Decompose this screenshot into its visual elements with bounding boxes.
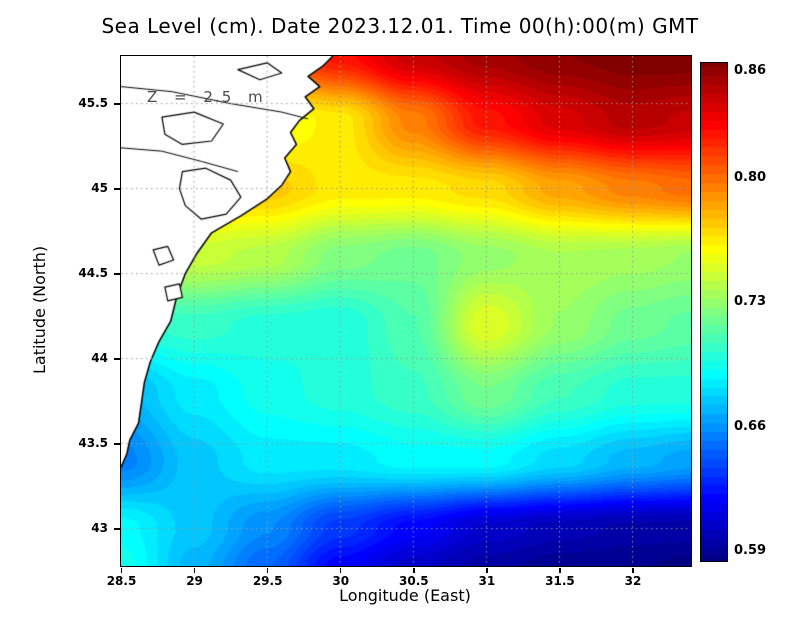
x-tick-label: 30.5 (398, 574, 429, 588)
y-tick-label: 44 (91, 351, 108, 366)
y-tick-label: 45.5 (78, 96, 108, 111)
y-tick-label: 43 (91, 521, 108, 536)
colorbar-tick-label: 0.86 (734, 62, 767, 78)
y-tick-label: 45 (91, 181, 108, 196)
colorbar-tick-label: 0.59 (734, 543, 767, 559)
x-tick-label: 31.5 (545, 574, 575, 588)
x-tick-label: 29.5 (252, 574, 283, 588)
x-tick-mark (266, 568, 269, 573)
colorbar-tick-label: 0.80 (734, 169, 767, 185)
y-tick-mark (114, 188, 120, 190)
y-tick-label: 43.5 (78, 436, 108, 451)
y-tick-mark (114, 103, 120, 105)
x-tick-label: 29 (186, 574, 203, 588)
x-tick-mark (413, 568, 415, 573)
x-tick-mark (120, 568, 123, 573)
colorbar-tick-label: 0.73 (734, 294, 767, 310)
x-tick-mark (193, 568, 196, 573)
x-tick-label: 32 (624, 574, 642, 588)
x-tick-mark (486, 568, 488, 573)
y-tick-mark (114, 273, 120, 275)
colorbar-tick-label: 0.66 (734, 418, 767, 434)
chart-title: Sea Level (cm). Date 2023.12.01. Time 00… (101, 14, 699, 38)
plot-area: Z = 2.5 m (120, 55, 692, 567)
y-tick-mark (114, 528, 120, 530)
heatmap-canvas (121, 56, 691, 566)
y-tick-mark (114, 443, 120, 445)
x-axis-label: Longitude (East) (339, 586, 471, 605)
y-axis-label: Latitude (North) (30, 245, 49, 375)
x-tick-mark (339, 568, 342, 573)
x-tick-label: 28.5 (106, 574, 137, 588)
x-tick-mark (559, 568, 561, 573)
x-tick-label: 31 (478, 574, 496, 588)
colorbar-canvas (701, 63, 727, 561)
colorbar (700, 62, 728, 562)
x-tick-label: 30 (332, 574, 350, 588)
annotation-depth: Z = 2.5 m (147, 88, 265, 106)
x-tick-mark (632, 568, 634, 573)
y-tick-label: 44.5 (78, 266, 108, 281)
y-tick-mark (114, 358, 120, 360)
